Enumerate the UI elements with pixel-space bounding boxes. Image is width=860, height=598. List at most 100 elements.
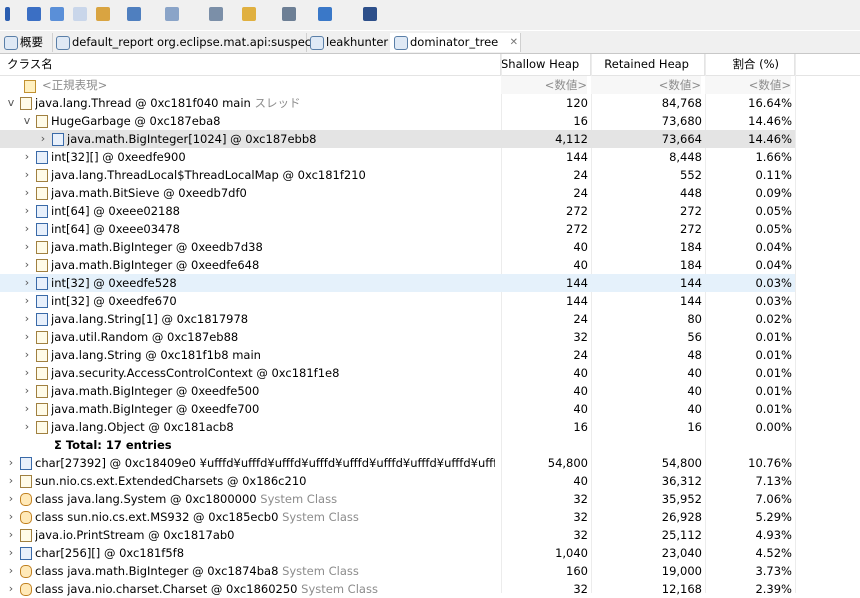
percent-value: 0.01% [755, 402, 792, 416]
expand-toggle[interactable]: › [40, 132, 46, 145]
expand-toggle[interactable]: › [24, 240, 30, 253]
retained-value: 8,448 [669, 150, 702, 164]
shallow-value: 272 [566, 204, 588, 218]
retained-value: 552 [680, 168, 702, 182]
column-header[interactable]: Shallow Heap [501, 54, 591, 75]
pin-button[interactable] [363, 7, 377, 21]
tab-label: leakhunter [326, 35, 389, 49]
expand-toggle[interactable]: › [24, 384, 30, 397]
table-row[interactable]: › int[64] @ 0xeee03478 272 272 0.05% [0, 220, 795, 238]
expand-toggle[interactable]: › [24, 294, 30, 307]
expand-toggle[interactable]: v [23, 114, 31, 127]
table-row[interactable]: › int[32] @ 0xeedfe670 144 144 0.03% [0, 292, 795, 310]
expand-toggle[interactable]: › [24, 222, 30, 235]
object-name: java.lang.String @ 0xc181f1b8 main [51, 348, 261, 362]
dominator-button[interactable] [50, 7, 64, 21]
export-button[interactable] [318, 7, 332, 21]
expand-toggle[interactable]: › [24, 366, 30, 379]
table-row[interactable]: › java.math.BitSieve @ 0xeedb7df0 24 448 0.0… [0, 184, 795, 202]
class-name: class java.lang.System @ 0xc1800000 Syst… [35, 490, 495, 508]
tab-label: 概要 [20, 35, 43, 49]
expand-toggle[interactable]: › [24, 150, 30, 163]
table-row[interactable]: › class java.math.BigInteger @ 0xc1874ba8… [0, 562, 795, 580]
expand-toggle[interactable]: › [24, 420, 30, 433]
heap-button[interactable] [96, 7, 110, 21]
filter-cell[interactable]: <数値> [501, 76, 587, 94]
object-name: class java.lang.System @ 0xc1800000 [35, 492, 257, 506]
table-row[interactable]: › class sun.nio.cs.ext.MS932 @ 0xc185ecb0… [0, 508, 795, 526]
expand-toggle[interactable]: › [8, 582, 14, 595]
table-header: クラス名 Shallow Heap Retained Heap 割合 (%) [0, 54, 860, 76]
expand-toggle[interactable]: › [8, 510, 14, 523]
object-note: System Class [282, 510, 359, 524]
tab[interactable]: 概要 [0, 33, 53, 52]
tab[interactable]: dominator_tree ✕ [390, 33, 521, 52]
expand-toggle[interactable]: › [24, 204, 30, 217]
tab[interactable]: default_report org.eclipse.mat.api:suspe… [52, 33, 322, 52]
expand-toggle[interactable]: › [8, 456, 14, 469]
column-header[interactable]: クラス名 [0, 54, 501, 75]
class-name: java.math.BigInteger @ 0xeedfe648 [51, 256, 495, 274]
table-row[interactable]: › int[64] @ 0xeee02188 272 272 0.05% [0, 202, 795, 220]
expand-toggle[interactable]: › [24, 276, 30, 289]
expand-toggle[interactable]: › [8, 546, 14, 559]
table-row[interactable]: › int[32][] @ 0xeedfe900 144 8,448 1.66% [0, 148, 795, 166]
table-row[interactable]: › java.math.BigInteger @ 0xeedb7d38 40 184 0… [0, 238, 795, 256]
column-header[interactable]: Retained Heap [591, 54, 705, 75]
table-row[interactable]: › java.math.BigInteger[1024] @ 0xc187ebb8… [0, 130, 795, 148]
oql-button[interactable] [73, 7, 87, 21]
expand-toggle[interactable]: › [24, 348, 30, 361]
class-name: java.lang.String[1] @ 0xc1817978 [51, 310, 495, 328]
tab[interactable]: leakhunter [306, 33, 391, 52]
info-button[interactable] [5, 7, 10, 21]
expand-toggle[interactable]: › [8, 492, 14, 505]
report-button[interactable] [127, 7, 141, 21]
table-row[interactable]: v HugeGarbage @ 0xc187eba8 16 73,680 14.46% [0, 112, 795, 130]
retained-value: 272 [680, 204, 702, 218]
expand-toggle[interactable]: › [24, 402, 30, 415]
expand-toggle[interactable]: › [24, 258, 30, 271]
class-name: char[256][] @ 0xc181f5f8 [35, 544, 495, 562]
close-button[interactable]: ✕ [509, 37, 518, 48]
expand-toggle[interactable]: › [8, 474, 14, 487]
query-button[interactable] [165, 7, 179, 21]
table-row[interactable]: › char[27392] @ 0xc18409e0 ¥ufffd¥ufffd¥u… [0, 454, 795, 472]
table-row[interactable]: › class java.lang.System @ 0xc1800000 Sys… [0, 490, 795, 508]
table-row[interactable]: › java.math.BigInteger @ 0xeedfe700 40 40 0.… [0, 400, 795, 418]
table-row[interactable]: Σ Total: 17 entries [0, 436, 795, 454]
table-row[interactable]: › int[32] @ 0xeedfe528 144 144 0.03% [0, 274, 795, 292]
object-name: char[256][] @ 0xc181f5f8 [35, 546, 185, 560]
table-row[interactable]: › java.math.BigInteger @ 0xeedfe500 40 40 0.… [0, 382, 795, 400]
table-row[interactable]: › java.io.PrintStream @ 0xc1817ab0 32 25,11… [0, 526, 795, 544]
filter-cell[interactable]: <正規表現> [42, 78, 108, 92]
table-row[interactable]: › java.lang.Object @ 0xc181acb8 16 16 0.00% [0, 418, 795, 436]
percent-value: 0.11% [755, 168, 792, 182]
expand-toggle[interactable]: › [24, 312, 30, 325]
calc-button[interactable] [282, 7, 296, 21]
expand-toggle[interactable]: › [8, 528, 14, 541]
filter-cell[interactable]: <数値> [591, 76, 701, 94]
table-row[interactable]: › java.lang.String[1] @ 0xc1817978 24 80 0.0… [0, 310, 795, 328]
object-name: java.security.AccessControlContext @ 0xc… [51, 366, 340, 380]
expand-toggle[interactable]: › [8, 564, 14, 577]
column-header[interactable]: 割合 (%) [705, 54, 795, 75]
table-row[interactable]: › char[256][] @ 0xc181f5f8 1,040 23,040 4.52… [0, 544, 795, 562]
search-button[interactable] [209, 7, 223, 21]
table-row[interactable]: › java.lang.String @ 0xc181f1b8 main 24 48 0… [0, 346, 795, 364]
expand-toggle[interactable]: v [7, 96, 15, 109]
table-row[interactable]: › class java.nio.charset.Charset @ 0xc186… [0, 580, 795, 598]
expand-toggle[interactable]: › [24, 186, 30, 199]
table-row[interactable]: › java.util.Random @ 0xc187eb88 32 56 0.01% [0, 328, 795, 346]
filter-cell[interactable]: <数値> [705, 76, 791, 94]
table-row[interactable]: › java.math.BigInteger @ 0xeedfe648 40 184 0… [0, 256, 795, 274]
percent-value: 0.02% [755, 312, 792, 326]
group-button[interactable] [242, 7, 256, 21]
table-row[interactable]: › java.lang.ThreadLocal$ThreadLocalMap @ … [0, 166, 795, 184]
histogram-button[interactable] [27, 7, 41, 21]
table-row[interactable]: › sun.nio.cs.ext.ExtendedCharsets @ 0x186… [0, 472, 795, 490]
table-row[interactable]: › java.security.AccessControlContext @ 0x… [0, 364, 795, 382]
expand-toggle[interactable]: › [24, 330, 30, 343]
table-row[interactable]: v java.lang.Thread @ 0xc181f040 main スレッド… [0, 94, 795, 112]
expand-toggle[interactable]: › [24, 168, 30, 181]
percent-value: 0.04% [755, 240, 792, 254]
